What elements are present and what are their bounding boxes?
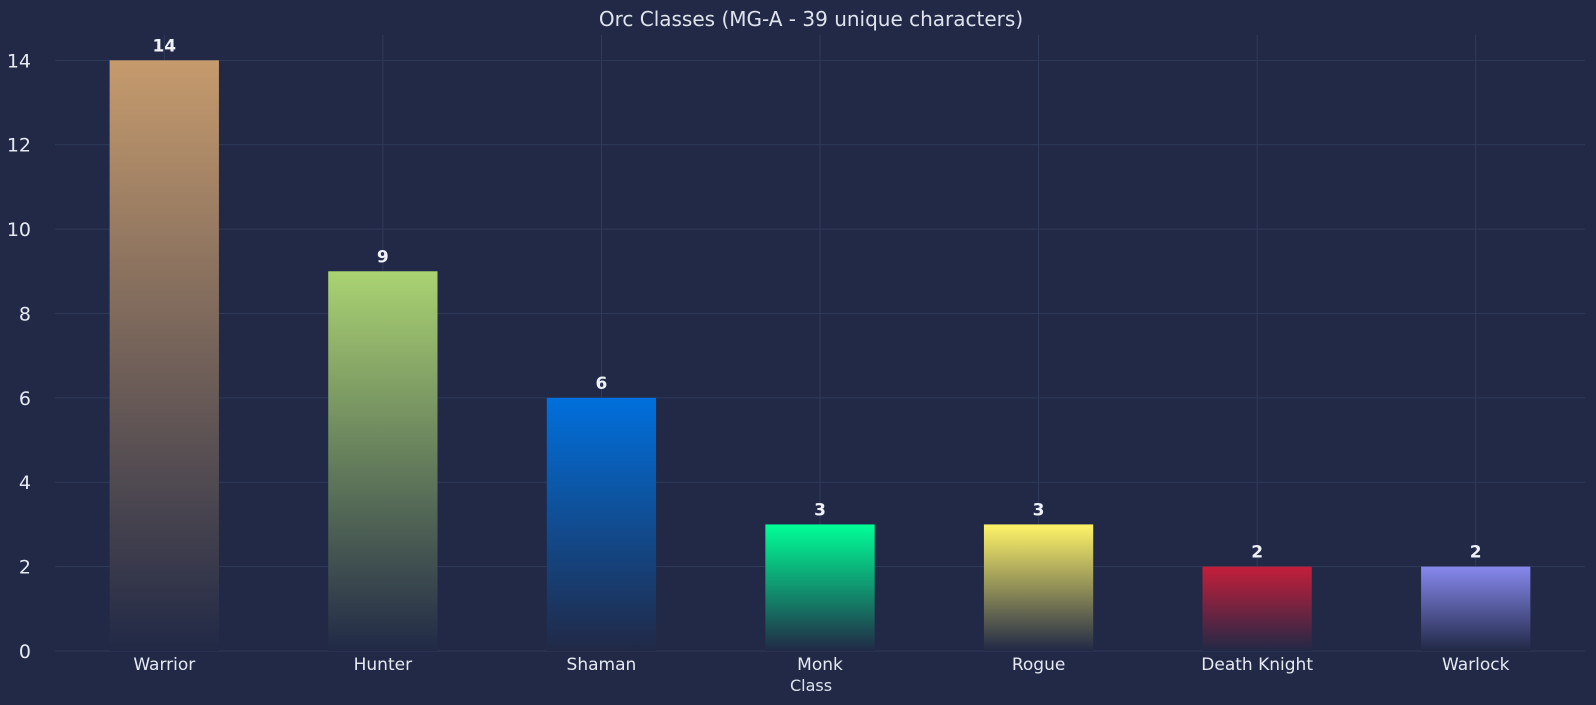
bar-shaman bbox=[546, 397, 657, 651]
data-label: 14 bbox=[152, 36, 176, 56]
data-label: 9 bbox=[377, 247, 389, 267]
y-tick-label: 12 bbox=[7, 135, 31, 157]
y-tick-label: 8 bbox=[19, 303, 31, 325]
x-tick-label: Warrior bbox=[133, 655, 195, 675]
bar-rogue bbox=[983, 524, 1094, 651]
y-axis-ticks: 0 2 4 6 8 10 12 14 bbox=[7, 50, 31, 663]
x-axis-ticks: Warrior Hunter Shaman Monk Rogue Death Knight… bbox=[133, 655, 1509, 675]
x-tick-label: Monk bbox=[797, 655, 843, 675]
x-tick-label: Shaman bbox=[567, 655, 637, 675]
y-tick-label: 2 bbox=[19, 557, 31, 579]
data-label: 2 bbox=[1470, 543, 1482, 563]
bar-hunter bbox=[328, 271, 438, 651]
x-axis-title: Class bbox=[790, 676, 832, 695]
x-tick-label: Rogue bbox=[1012, 655, 1065, 675]
x-tick-label: Warlock bbox=[1442, 655, 1510, 675]
y-tick-label: 4 bbox=[19, 472, 31, 494]
data-label: 6 bbox=[596, 374, 608, 394]
bar-monk bbox=[765, 524, 875, 651]
data-label: 2 bbox=[1251, 543, 1263, 563]
x-tick-label: Death Knight bbox=[1201, 655, 1313, 675]
bar-warlock bbox=[1421, 566, 1531, 651]
bars bbox=[109, 60, 1531, 652]
bar-warrior bbox=[109, 60, 219, 652]
chart-title: Orc Classes (MG-A - 39 unique characters… bbox=[599, 7, 1023, 31]
bar-death-knight bbox=[1202, 566, 1312, 651]
x-tick-label: Hunter bbox=[354, 655, 412, 675]
y-tick-label: 6 bbox=[19, 388, 31, 410]
data-labels: 14 9 6 3 3 2 2 bbox=[152, 36, 1481, 562]
y-tick-label: 0 bbox=[19, 641, 31, 663]
grid bbox=[55, 35, 1585, 652]
y-tick-label: 10 bbox=[7, 219, 31, 241]
data-label: 3 bbox=[1033, 500, 1045, 520]
y-tick-label: 14 bbox=[7, 50, 31, 72]
data-label: 3 bbox=[814, 500, 826, 520]
